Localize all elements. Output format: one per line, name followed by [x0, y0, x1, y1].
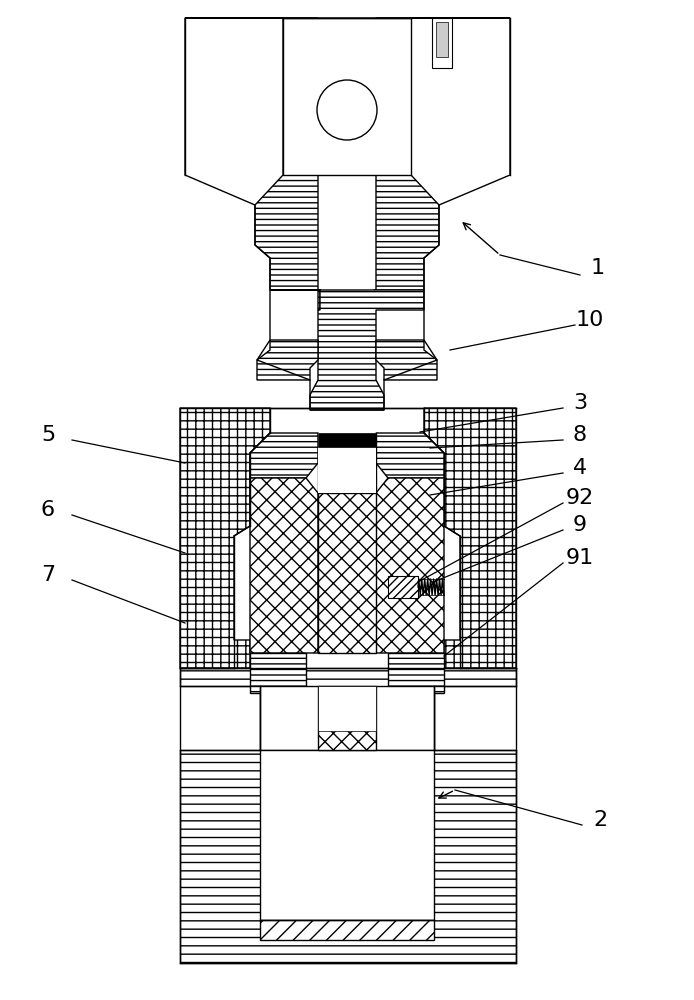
Bar	[318, 433, 376, 447]
Bar	[260, 686, 434, 750]
Text: 8: 8	[573, 425, 587, 445]
Bar	[250, 653, 306, 693]
Text: 9: 9	[573, 515, 587, 535]
Polygon shape	[376, 433, 444, 478]
Polygon shape	[180, 408, 270, 668]
Polygon shape	[376, 478, 444, 653]
Text: 1: 1	[591, 258, 605, 278]
Bar	[432, 18, 452, 68]
Polygon shape	[180, 668, 516, 963]
Text: 6: 6	[41, 500, 55, 520]
Bar	[260, 920, 434, 940]
Polygon shape	[376, 340, 437, 380]
Bar	[388, 576, 418, 598]
Bar	[318, 686, 376, 750]
Text: 2: 2	[593, 810, 607, 830]
Text: 91: 91	[566, 548, 594, 568]
Bar	[388, 653, 444, 693]
Text: 5: 5	[41, 425, 55, 445]
Polygon shape	[374, 18, 510, 310]
Polygon shape	[250, 478, 318, 653]
Bar	[436, 22, 448, 57]
Text: 92: 92	[566, 488, 594, 508]
Bar	[283, 18, 411, 175]
Polygon shape	[270, 290, 424, 410]
Bar	[318, 493, 376, 653]
Polygon shape	[250, 433, 318, 478]
Bar	[318, 686, 376, 731]
Polygon shape	[185, 18, 320, 310]
Polygon shape	[257, 340, 318, 380]
Text: 3: 3	[573, 393, 587, 413]
Bar	[318, 433, 376, 493]
Bar	[260, 750, 434, 920]
Polygon shape	[424, 408, 516, 668]
Text: 4: 4	[573, 458, 587, 478]
Text: 10: 10	[576, 310, 604, 330]
Text: 7: 7	[41, 565, 55, 585]
